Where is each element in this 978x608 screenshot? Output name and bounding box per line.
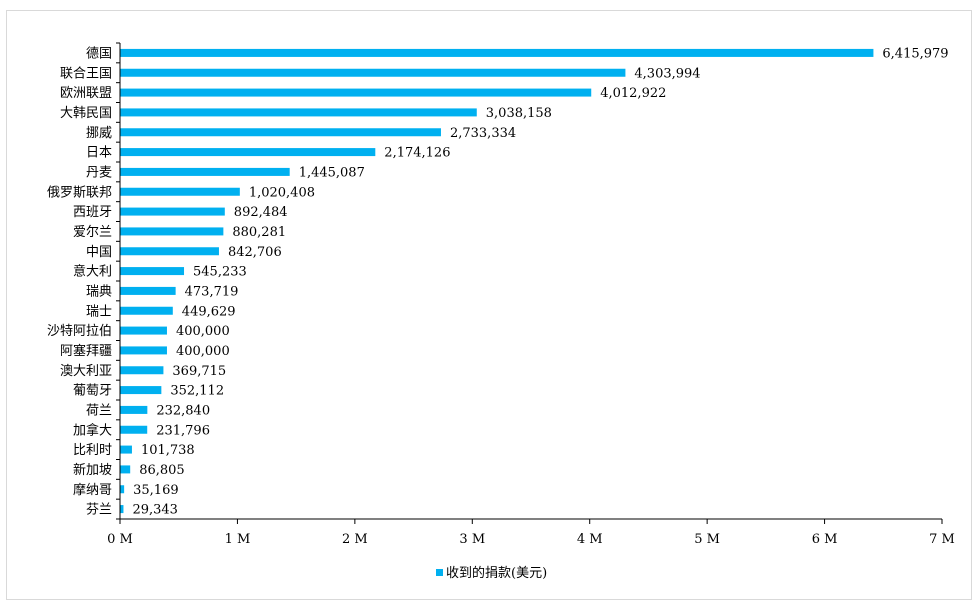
bar-2 [120, 88, 592, 97]
bar-8 [120, 207, 225, 216]
x-tick-label-6: 6 M [812, 532, 838, 547]
legend-label: 收到的捐款(美元) [446, 565, 547, 581]
bar-15 [120, 346, 167, 355]
data-label-0: 6,415,979 [882, 46, 948, 61]
bar-23 [120, 505, 124, 514]
bar-3 [120, 108, 477, 117]
category-label-23: 芬兰 [86, 503, 112, 518]
chart-frame: 0 M 1 M 2 M 3 M 4 M 5 M 6 M 7 M 德国 6,415,979 联合王国… [6, 10, 972, 600]
category-label-18: 荷兰 [86, 403, 112, 418]
x-tick-label-2: 2 M [342, 532, 368, 547]
category-label-10: 中国 [86, 245, 112, 260]
bar-9 [120, 227, 224, 236]
data-label-1: 4,303,994 [634, 66, 700, 81]
bar-11 [120, 267, 185, 276]
data-label-15: 400,000 [176, 344, 230, 359]
data-label-9: 880,281 [232, 225, 286, 240]
category-label-5: 日本 [86, 146, 112, 161]
category-label-20: 比利时 [73, 443, 112, 458]
category-label-6: 丹麦 [86, 165, 112, 180]
data-label-8: 892,484 [234, 205, 288, 220]
data-label-23: 29,343 [132, 503, 178, 518]
category-label-16: 澳大利亚 [60, 363, 112, 379]
category-label-3: 大韩民国 [60, 106, 112, 121]
data-label-12: 473,719 [185, 284, 239, 299]
category-label-12: 瑞典 [86, 284, 112, 299]
x-tick-label-1: 1 M [225, 532, 251, 547]
bar-5 [120, 148, 376, 157]
category-label-4: 挪威 [86, 126, 112, 141]
data-label-18: 232,840 [156, 403, 210, 418]
bar-21 [120, 465, 131, 474]
category-label-14: 沙特阿拉伯 [47, 324, 112, 339]
data-label-22: 35,169 [133, 483, 179, 498]
bar-12 [120, 286, 176, 295]
bar-4 [120, 128, 441, 137]
category-label-11: 意大利 [73, 264, 112, 280]
data-label-3: 3,038,158 [486, 106, 552, 121]
data-label-17: 352,112 [170, 384, 224, 399]
bar-20 [120, 445, 132, 454]
bar-16 [120, 366, 164, 375]
x-tick-label-5: 5 M [694, 532, 720, 547]
data-label-6: 1,445,087 [299, 165, 365, 180]
bar-22 [120, 485, 125, 494]
data-label-7: 1,020,408 [249, 185, 315, 200]
category-label-8: 西班牙 [73, 205, 112, 220]
category-label-13: 瑞士 [86, 304, 112, 319]
category-label-7: 俄罗斯联邦 [47, 185, 112, 200]
bar-10 [120, 247, 219, 256]
data-label-20: 101,738 [141, 443, 195, 458]
x-tick-label-4: 4 M [577, 532, 603, 547]
bar-18 [120, 405, 148, 414]
category-label-19: 加拿大 [73, 422, 112, 438]
category-label-9: 爱尔兰 [73, 225, 112, 240]
data-label-11: 545,233 [193, 265, 247, 280]
bar-0 [120, 48, 874, 57]
bar-7 [120, 187, 240, 196]
category-label-1: 联合王国 [60, 66, 112, 81]
data-label-19: 231,796 [156, 423, 210, 438]
x-tick-label-0: 0 M [107, 532, 133, 547]
bar-19 [120, 425, 148, 434]
legend-swatch [436, 569, 443, 576]
data-label-16: 369,715 [172, 364, 226, 379]
category-label-15: 阿塞拜疆 [60, 343, 112, 359]
data-label-2: 4,012,922 [600, 86, 666, 101]
data-label-13: 449,629 [182, 304, 236, 319]
bar-6 [120, 167, 290, 176]
category-label-0: 德国 [86, 46, 112, 61]
data-label-10: 842,706 [228, 245, 282, 260]
bar-13 [120, 306, 173, 315]
data-label-21: 86,805 [139, 463, 185, 478]
category-label-21: 新加坡 [73, 462, 112, 478]
bar-14 [120, 326, 167, 335]
data-label-14: 400,000 [176, 324, 230, 339]
x-tick-label-7: 7 M [929, 532, 955, 547]
x-tick-label-3: 3 M [459, 532, 485, 547]
data-label-5: 2,174,126 [384, 146, 450, 161]
category-label-2: 欧洲联盟 [60, 86, 112, 101]
category-label-22: 摩纳哥 [73, 482, 112, 498]
bar-1 [120, 68, 626, 77]
category-label-17: 葡萄牙 [73, 384, 112, 399]
donations-bar-chart: 0 M 1 M 2 M 3 M 4 M 5 M 6 M 7 M 德国 6,415,979 联合王国… [47, 42, 955, 581]
bar-17 [120, 386, 162, 395]
data-label-4: 2,733,334 [450, 126, 516, 141]
